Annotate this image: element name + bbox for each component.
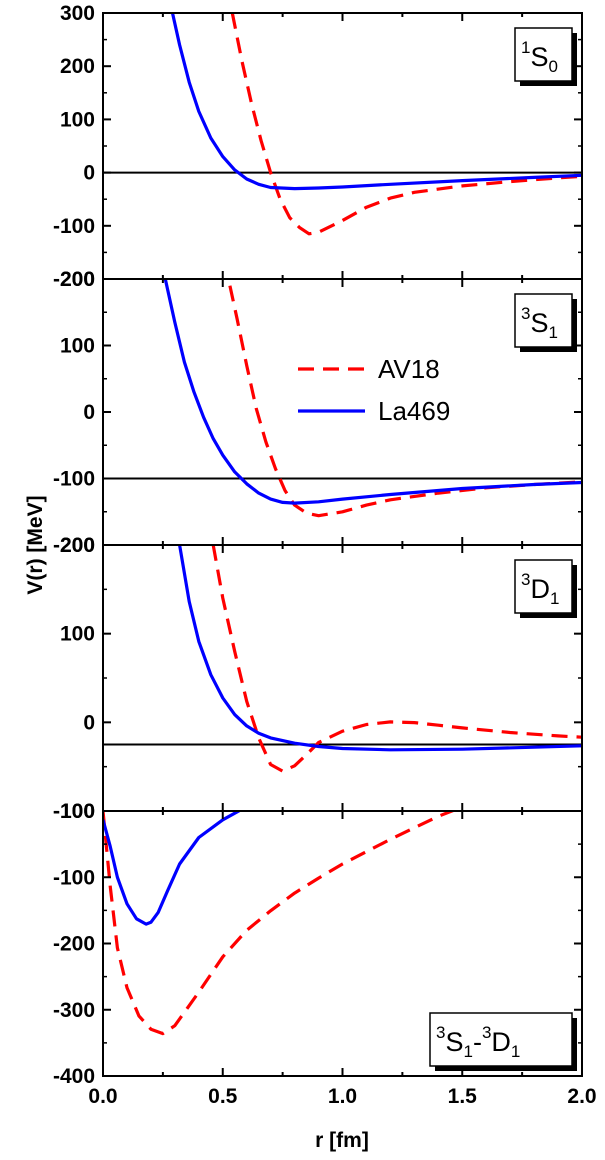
- panel-label-pre-sup2: 3: [482, 1023, 491, 1042]
- panel-label-sub: 1: [550, 589, 559, 608]
- y-tick-label: -200: [53, 268, 95, 291]
- x-tick-label: 1.0: [328, 1085, 357, 1108]
- y-tick-label: 200: [60, 534, 95, 557]
- panel-label-main2: D: [491, 1027, 511, 1057]
- series-la469-line: [178, 545, 582, 752]
- panel-label-sub: 0: [548, 57, 557, 76]
- panel-label-main: S: [445, 1027, 463, 1057]
- legend-label-la469: La469: [378, 396, 450, 426]
- panel-label-box: 3D1: [514, 559, 577, 618]
- y-tick-label: -200: [53, 933, 95, 956]
- series-av18-line: [230, 13, 582, 236]
- y-tick-label: -100: [53, 800, 95, 823]
- series-av18-line: [228, 285, 582, 518]
- x-axis-title: r [fm]: [315, 1129, 369, 1152]
- panel-label-sub2: 1: [511, 1042, 520, 1061]
- label-frame: [514, 293, 573, 348]
- label-frame: [514, 27, 573, 82]
- series-av18-line: [211, 545, 582, 773]
- panel-label: 3S1-3D1: [436, 1023, 520, 1061]
- y-tick-label: 0: [83, 711, 95, 734]
- legend-label-av18: AV18: [378, 354, 440, 384]
- series-la469-line: [170, 13, 582, 191]
- panel-label-pre-sup: 3: [521, 570, 530, 589]
- panel-label-main: D: [530, 574, 550, 604]
- panel-label-box: 3S1-3D1: [429, 1012, 577, 1071]
- x-tick-label: 0.5: [208, 1085, 238, 1108]
- panel-label-pre-sup: 3: [521, 304, 530, 323]
- y-tick-label: -300: [53, 999, 95, 1022]
- y-tick-label: 200: [60, 55, 95, 78]
- panel-label-pre-sup: 3: [436, 1023, 445, 1042]
- panel-label-pre-sup: 1: [521, 38, 530, 57]
- y-tick-label: 100: [60, 623, 95, 646]
- series-av18-line: [103, 811, 457, 1036]
- panel-label-box: 1S0: [514, 27, 577, 86]
- y-tick-label: 300: [60, 2, 95, 25]
- panel-label: 3S1: [521, 304, 558, 342]
- x-tick-label: 0.0: [88, 1085, 117, 1108]
- y-tick-label: -100: [53, 800, 95, 823]
- panel-label-sub: 1: [548, 323, 557, 342]
- label-frame: [429, 1012, 573, 1067]
- y-axis-title: V(r) [MeV]: [24, 495, 47, 594]
- y-tick-label: -100: [53, 215, 95, 238]
- panel-2: -200 -100 0 100 200 3S1: [53, 268, 583, 557]
- y-tick-label: 200: [60, 268, 95, 291]
- panel-frame: [102, 12, 583, 280]
- y-tick-label: -100: [53, 866, 95, 889]
- label-frame: [514, 559, 573, 614]
- x-tick-label: 1.5: [448, 1085, 478, 1108]
- series-la469-line: [163, 279, 582, 505]
- panel-label-main: S: [530, 42, 548, 72]
- x-tick-label: 2.0: [567, 1085, 596, 1108]
- panel-frame: [102, 544, 583, 812]
- panel-label-sep: -: [473, 1027, 482, 1057]
- y-tick-label: -400: [53, 1065, 95, 1088]
- panel-label-box: 3S1: [514, 293, 577, 352]
- y-tick-label: 0: [83, 401, 95, 424]
- y-tick-label: 100: [60, 335, 95, 358]
- panel-label: 1S0: [521, 38, 558, 76]
- legend: AV18 La469: [298, 354, 450, 426]
- panel-label: 3D1: [521, 570, 559, 608]
- panel-label-main: S: [530, 308, 548, 338]
- y-tick-label: -100: [53, 468, 95, 491]
- panel-label-sub: 1: [463, 1042, 472, 1061]
- y-tick-label: 0: [83, 162, 95, 185]
- y-tick-label: -200: [53, 534, 95, 557]
- panel-3: -100 0 100 200 3D1: [53, 534, 583, 823]
- y-tick-label: 100: [60, 108, 95, 131]
- series-la469-line: [103, 811, 243, 926]
